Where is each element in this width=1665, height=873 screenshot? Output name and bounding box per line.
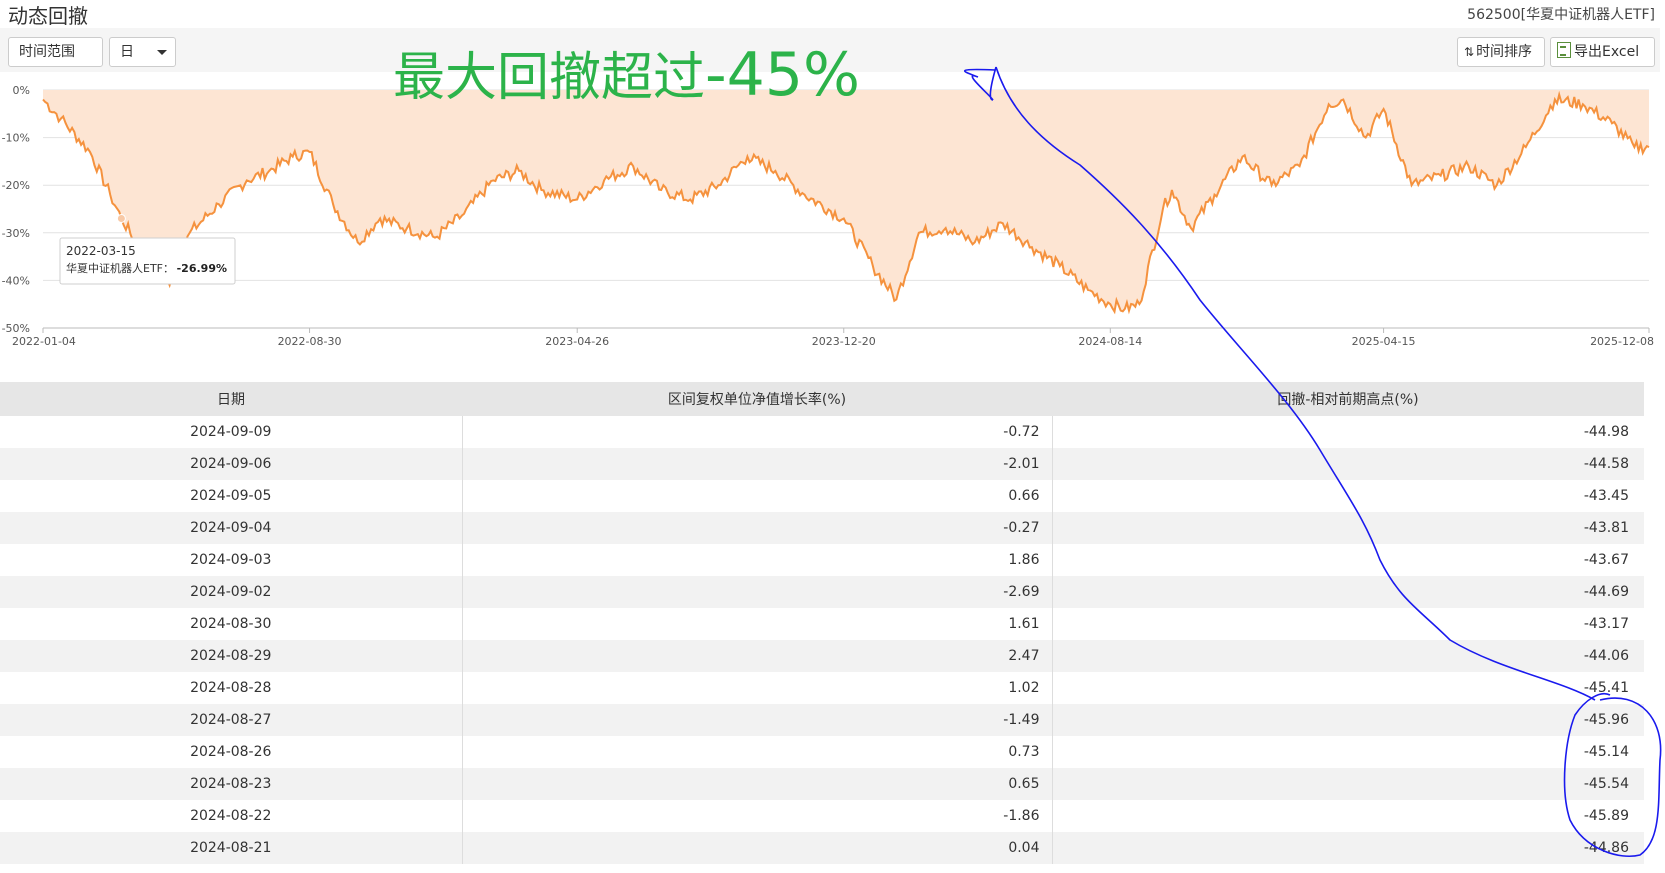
table-row: 2024-08-26 0.73 -45.14: [0, 736, 1644, 768]
x-tick-label: 2023-04-26: [545, 335, 609, 348]
cell-date: 2024-08-30: [0, 608, 463, 640]
cell-return: 0.65: [462, 768, 1053, 800]
table-row: 2024-08-29 2.47 -44.06: [0, 640, 1644, 672]
cell-drawdown: -43.45: [1583, 488, 1629, 504]
table-row: 2024-09-04 -0.27 -43.81: [0, 512, 1644, 544]
table-row: 2024-08-28 1.02 -45.41: [0, 672, 1644, 704]
table-row: 2024-09-03 1.86 -43.67: [0, 544, 1644, 576]
time-range-button[interactable]: 时间范围: [8, 37, 103, 67]
cell-drawdown: -44.06: [1052, 640, 1644, 672]
cell-return: -1.49: [462, 704, 1053, 736]
drawdown-area: [43, 90, 1649, 312]
excel-icon: [1557, 42, 1571, 58]
cell-date: 2024-08-21: [0, 832, 463, 864]
table-row: 2024-09-09 -0.72 -44.98: [0, 416, 1644, 448]
cell-date: 2024-08-27: [0, 704, 463, 736]
y-tick-label: -40%: [2, 274, 30, 287]
table-row: 2024-08-23 0.65 -45.54: [0, 768, 1644, 800]
cell-drawdown: -44.58: [1052, 448, 1644, 480]
column-header-drawdown[interactable]: 回撤-相对前期高点(%): [1052, 382, 1644, 416]
period-select[interactable]: 日: [109, 37, 176, 67]
x-tick-label: 2022-01-04: [12, 335, 76, 348]
cell-drawdown: -45.54: [1052, 768, 1644, 800]
cell-return: -0.27: [462, 512, 1053, 544]
cell-drawdown: -45.14: [1583, 744, 1629, 760]
annotation-prefix: 最大回撤超过: [393, 48, 706, 108]
cell-drawdown: -44.98: [1583, 424, 1629, 440]
cell-date: 2024-08-22: [0, 800, 463, 832]
cell-return: 1.86: [462, 544, 1053, 576]
cell-drawdown: -44.69: [1052, 576, 1644, 608]
page-title: 动态回撤: [8, 4, 88, 28]
tooltip-date: 2022-03-15: [66, 244, 136, 258]
cell-date: 2024-09-04: [0, 512, 463, 544]
x-tick-label: 2025-12-08: [1590, 335, 1654, 348]
cell-return: -2.01: [462, 448, 1053, 480]
cell-drawdown: -43.17: [1583, 616, 1629, 632]
cell-return: 0.73: [462, 736, 1053, 768]
y-tick-label: -30%: [2, 227, 30, 240]
cell-drawdown: -45.89: [1583, 808, 1629, 824]
annotation-value: -45%: [705, 40, 861, 110]
export-excel-label: 导出Excel: [1574, 44, 1640, 60]
x-tick-label: 2023-12-20: [812, 335, 876, 348]
cell-date: 2024-09-03: [0, 544, 463, 576]
tooltip-box: [59, 237, 236, 285]
cell-date: 2024-09-05: [0, 480, 463, 512]
cell-drawdown: -43.67: [1583, 552, 1629, 568]
cell-return: 1.61: [462, 608, 1053, 640]
cell-return: -1.86: [462, 800, 1053, 832]
time-sort-button[interactable]: ⇅ 时间排序: [1457, 37, 1545, 67]
cell-return: 2.47: [462, 640, 1053, 672]
x-tick-label: 2022-08-30: [278, 335, 342, 348]
table-row: 2024-08-21 0.04 -44.86: [0, 832, 1644, 864]
table-row: 2024-09-02 -2.69 -44.69: [0, 576, 1644, 608]
chevron-down-icon: [157, 50, 167, 55]
fund-code-label: 562500[华夏中证机器人ETF]: [1467, 7, 1655, 23]
tooltip-series-label: 华夏中证机器人ETF：: [66, 261, 174, 275]
column-header-date[interactable]: 日期: [0, 382, 462, 416]
sort-arrows-icon: ⇅: [1464, 45, 1475, 59]
annotation-text: 最大回撤超过-45%: [393, 35, 860, 110]
y-tick-label: 0%: [13, 84, 30, 97]
toolbar: 时间范围 日 ⇅ 时间排序 导出Excel: [0, 28, 1660, 72]
cell-drawdown: -43.81: [1052, 512, 1644, 544]
y-tick-label: -20%: [2, 179, 30, 192]
cell-return: 0.04: [462, 832, 1053, 864]
cell-date: 2024-08-29: [0, 640, 463, 672]
cell-return: -2.69: [462, 576, 1053, 608]
cell-return: 0.66: [462, 480, 1053, 512]
cell-return: 1.02: [462, 672, 1053, 704]
cell-date: 2024-08-26: [0, 736, 463, 768]
y-tick-label: -50%: [2, 322, 30, 335]
highlight-point: [116, 213, 126, 223]
cell-drawdown: -44.86: [1052, 832, 1644, 864]
table-row: 2024-08-30 1.61 -43.17: [0, 608, 1644, 640]
table-row: 2024-08-27 -1.49 -45.96: [0, 704, 1644, 736]
table-row: 2024-09-06 -2.01 -44.58: [0, 448, 1644, 480]
time-range-label: 时间范围: [19, 44, 75, 60]
x-tick-label: 2024-08-14: [1078, 335, 1142, 348]
export-excel-button[interactable]: 导出Excel: [1550, 37, 1655, 67]
cell-date: 2024-09-06: [0, 448, 463, 480]
cell-return: -0.72: [462, 416, 1053, 448]
drawdown-table: 日期 区间复权单位净值增长率(%) 回撤-相对前期高点(%) 2024-09-0…: [0, 382, 1644, 864]
cell-drawdown: -45.96: [1052, 704, 1644, 736]
x-tick-label: 2025-04-15: [1352, 335, 1416, 348]
drawdown-chart: 0% -10% -20% -30% -40% -50%2022-01-04 2022-08-…: [2, 84, 1654, 348]
cell-date: 2024-09-09: [0, 416, 463, 448]
time-sort-label: 时间排序: [1476, 44, 1533, 60]
tooltip-value: -26.99%: [177, 262, 227, 275]
column-header-return[interactable]: 区间复权单位净值增长率(%): [462, 382, 1052, 416]
table-row: 2024-08-22 -1.86 -45.89: [0, 800, 1644, 832]
cell-date: 2024-09-02: [0, 576, 463, 608]
cell-date: 2024-08-28: [0, 672, 463, 704]
period-value: 日: [120, 44, 134, 60]
table-row: 2024-09-05 0.66 -43.45: [0, 480, 1644, 512]
y-tick-label: -10%: [2, 132, 30, 145]
cell-date: 2024-08-23: [0, 768, 463, 800]
cell-drawdown: -45.41: [1583, 680, 1629, 696]
